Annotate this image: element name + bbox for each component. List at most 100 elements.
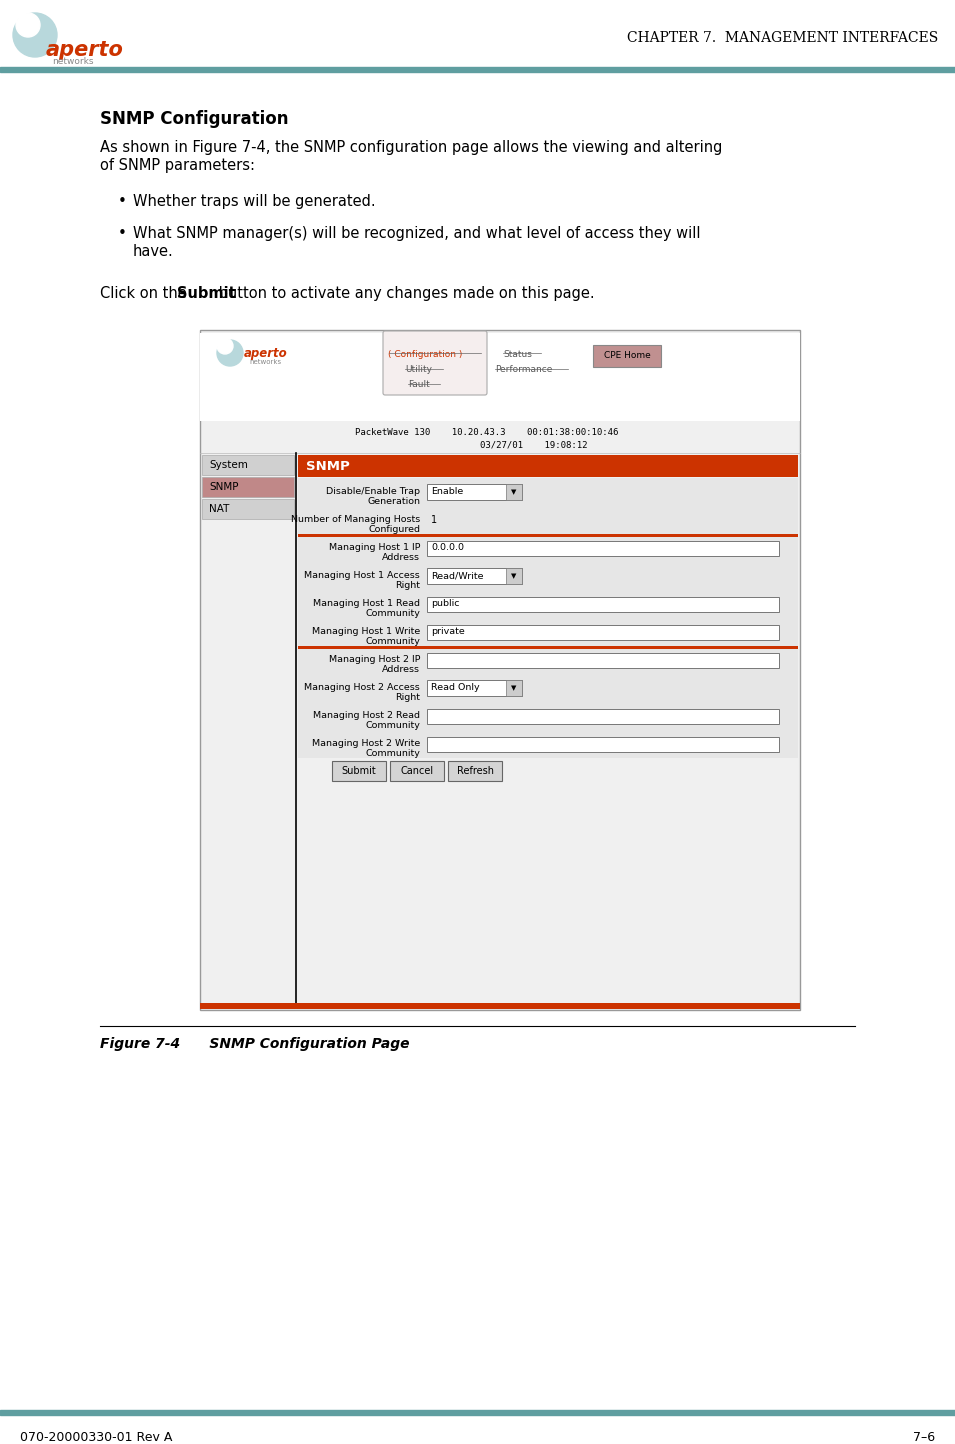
Bar: [298, 591, 798, 618]
Text: SNMP: SNMP: [306, 459, 350, 472]
Circle shape: [217, 338, 233, 354]
Bar: [298, 478, 798, 505]
Text: Disable/Enable Trap: Disable/Enable Trap: [326, 487, 420, 495]
Text: Managing Host 2 IP: Managing Host 2 IP: [329, 656, 420, 664]
Text: Managing Host 1 Write: Managing Host 1 Write: [311, 627, 420, 635]
Bar: [200, 331, 800, 1009]
Bar: [202, 500, 294, 518]
FancyBboxPatch shape: [448, 761, 502, 781]
Text: have.: have.: [133, 244, 174, 258]
Text: Number of Managing Hosts: Number of Managing Hosts: [290, 516, 420, 524]
Text: Submit: Submit: [342, 765, 376, 775]
Text: What SNMP manager(s) will be recognized, and what level of access they will: What SNMP manager(s) will be recognized,…: [133, 227, 701, 241]
Bar: [298, 645, 798, 648]
Bar: [202, 455, 294, 475]
Text: 070-20000330-01 Rev A: 070-20000330-01 Rev A: [20, 1431, 172, 1444]
Text: •: •: [118, 193, 127, 209]
Bar: [427, 709, 779, 723]
Text: Cancel: Cancel: [400, 765, 434, 775]
Text: 1: 1: [431, 516, 437, 526]
Text: Managing Host 2 Write: Managing Host 2 Write: [311, 739, 420, 748]
Text: Managing Host 1 Access: Managing Host 1 Access: [305, 570, 420, 580]
Text: Status: Status: [503, 349, 532, 360]
Circle shape: [13, 13, 57, 56]
Text: Right: Right: [395, 580, 420, 591]
Circle shape: [16, 13, 40, 38]
Bar: [427, 484, 522, 500]
Text: ▼: ▼: [511, 573, 517, 579]
Text: •: •: [118, 227, 127, 241]
Bar: [298, 618, 798, 645]
Text: 03/27/01    19:08:12: 03/27/01 19:08:12: [480, 440, 587, 449]
Text: 0.0.0.0: 0.0.0.0: [431, 543, 464, 553]
Text: aperto: aperto: [46, 40, 124, 61]
Bar: [202, 477, 294, 497]
Bar: [200, 1004, 800, 1009]
Bar: [506, 680, 522, 696]
Text: Utility: Utility: [405, 365, 432, 374]
Bar: [298, 731, 798, 758]
Text: Community: Community: [365, 721, 420, 731]
Text: Fault: Fault: [408, 380, 430, 388]
Bar: [427, 680, 522, 696]
Bar: [0, 66, 955, 72]
Text: Managing Host 1 IP: Managing Host 1 IP: [329, 543, 420, 552]
Text: Performance: Performance: [495, 365, 552, 374]
Text: CPE Home: CPE Home: [604, 351, 650, 361]
Bar: [298, 645, 798, 674]
Text: Managing Host 1 Read: Managing Host 1 Read: [313, 599, 420, 608]
Bar: [298, 674, 798, 702]
Text: Generation: Generation: [367, 497, 420, 505]
Bar: [298, 562, 798, 591]
Text: NAT: NAT: [209, 504, 229, 514]
Bar: [298, 534, 798, 537]
Text: Managing Host 2 Read: Managing Host 2 Read: [313, 710, 420, 721]
FancyBboxPatch shape: [390, 761, 444, 781]
Text: button to activate any changes made on this page.: button to activate any changes made on t…: [214, 286, 595, 300]
Text: As shown in Figure 7-4, the SNMP configuration page allows the viewing and alter: As shown in Figure 7-4, the SNMP configu…: [100, 140, 722, 155]
Text: Read/Write: Read/Write: [431, 572, 483, 580]
Text: Enable: Enable: [431, 488, 463, 497]
Text: ▼: ▼: [511, 684, 517, 692]
Text: private: private: [431, 628, 465, 637]
Bar: [427, 653, 779, 667]
Bar: [427, 624, 779, 640]
FancyBboxPatch shape: [383, 331, 487, 396]
Text: Configured: Configured: [368, 526, 420, 534]
Text: Click on the: Click on the: [100, 286, 191, 300]
Text: Figure 7-4      SNMP Configuration Page: Figure 7-4 SNMP Configuration Page: [100, 1037, 410, 1051]
Bar: [506, 484, 522, 500]
Text: Community: Community: [365, 637, 420, 645]
Text: Read Only: Read Only: [431, 683, 479, 693]
Text: Managing Host 2 Access: Managing Host 2 Access: [305, 683, 420, 692]
Text: SNMP: SNMP: [209, 482, 239, 492]
Bar: [593, 345, 661, 367]
Text: networks: networks: [249, 360, 281, 365]
Text: public: public: [431, 599, 459, 608]
Text: Right: Right: [395, 693, 420, 702]
Text: Address: Address: [382, 666, 420, 674]
Text: Whether traps will be generated.: Whether traps will be generated.: [133, 193, 375, 209]
Bar: [427, 596, 779, 611]
Bar: [427, 540, 779, 556]
Bar: [427, 567, 522, 583]
Text: Community: Community: [365, 749, 420, 758]
Bar: [427, 736, 779, 751]
Text: System: System: [209, 461, 248, 469]
Text: ▼: ▼: [511, 490, 517, 495]
Text: SNMP Configuration: SNMP Configuration: [100, 110, 288, 129]
Bar: [506, 567, 522, 583]
FancyBboxPatch shape: [332, 761, 386, 781]
Bar: [298, 455, 798, 477]
Bar: [298, 534, 798, 562]
Text: of SNMP parameters:: of SNMP parameters:: [100, 157, 255, 173]
Text: Community: Community: [365, 609, 420, 618]
Text: aperto: aperto: [244, 347, 287, 360]
Bar: [298, 505, 798, 534]
Text: 7–6: 7–6: [913, 1431, 935, 1444]
Circle shape: [217, 339, 243, 365]
Text: Address: Address: [382, 553, 420, 562]
Text: PacketWave 130    10.20.43.3    00:01:38:00:10:46: PacketWave 130 10.20.43.3 00:01:38:00:10…: [355, 427, 619, 438]
Text: networks: networks: [52, 56, 94, 66]
Text: ( Configuration ): ( Configuration ): [388, 349, 462, 360]
